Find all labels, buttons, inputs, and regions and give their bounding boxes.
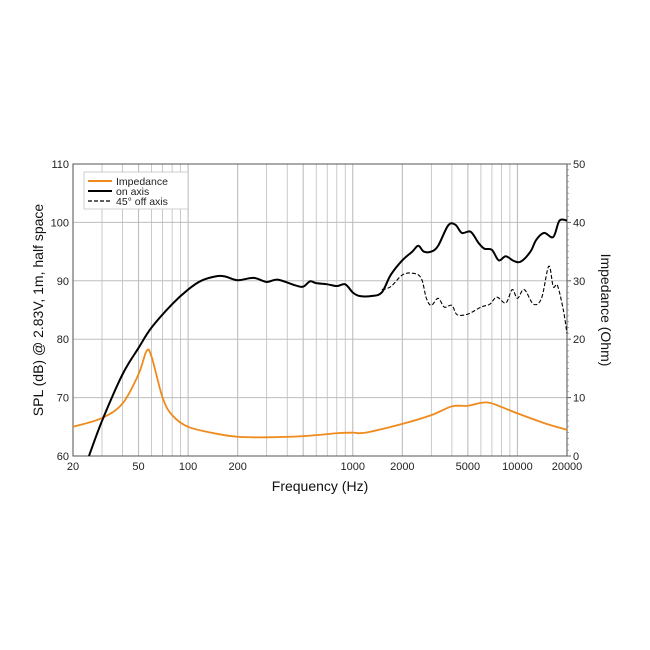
- x-tick-label: 2000: [390, 461, 414, 473]
- y2-axis-label: Impedance (Ohm): [598, 254, 614, 367]
- x-tick-label: 5000: [456, 461, 480, 473]
- legend: Impedance on axis 45° off axis: [83, 171, 189, 210]
- x-tick-label: 100: [179, 461, 197, 473]
- x-tick-label: 50: [132, 461, 144, 473]
- y2-tick-label: 10: [573, 393, 585, 405]
- legend-impedance: Impedance: [116, 176, 168, 188]
- y-tick-label: 110: [51, 159, 69, 171]
- series: [72, 218, 568, 457]
- y-tick-label: 90: [57, 276, 69, 288]
- y-tick-label: 80: [57, 334, 69, 346]
- y2-tick-label: 0: [573, 451, 579, 463]
- y2-tick-label: 30: [573, 276, 585, 288]
- x-axis-label: Frequency (Hz): [272, 478, 368, 494]
- y-axis-label: SPL (dB) @ 2.83V, 1m, half space: [30, 204, 46, 417]
- x-tick-label: 20: [67, 461, 79, 473]
- y2-tick-label: 40: [573, 217, 585, 229]
- x-tick-label: 1000: [341, 461, 365, 473]
- x-tick-label: 20000: [552, 461, 583, 473]
- y-tick-label: 60: [57, 451, 69, 463]
- y-tick-label: 70: [57, 393, 69, 405]
- legend-off-axis: 45° off axis: [116, 196, 168, 208]
- off-axis-curve: [381, 265, 568, 334]
- legend-on-axis: on axis: [116, 186, 149, 198]
- impedance-curve: [72, 348, 568, 439]
- x-tick-label: 10000: [502, 461, 533, 473]
- x-tick-label: 200: [228, 461, 246, 473]
- on-axis-curve: [88, 218, 568, 457]
- y2-tick-label: 20: [573, 334, 585, 346]
- y-tick-label: 100: [51, 217, 69, 229]
- y2-tick-label: 50: [573, 159, 585, 171]
- ticks: 60 70 80 90 100 110 0 10 20 30 40 50 20 50 100 200 1000 2…: [51, 159, 586, 473]
